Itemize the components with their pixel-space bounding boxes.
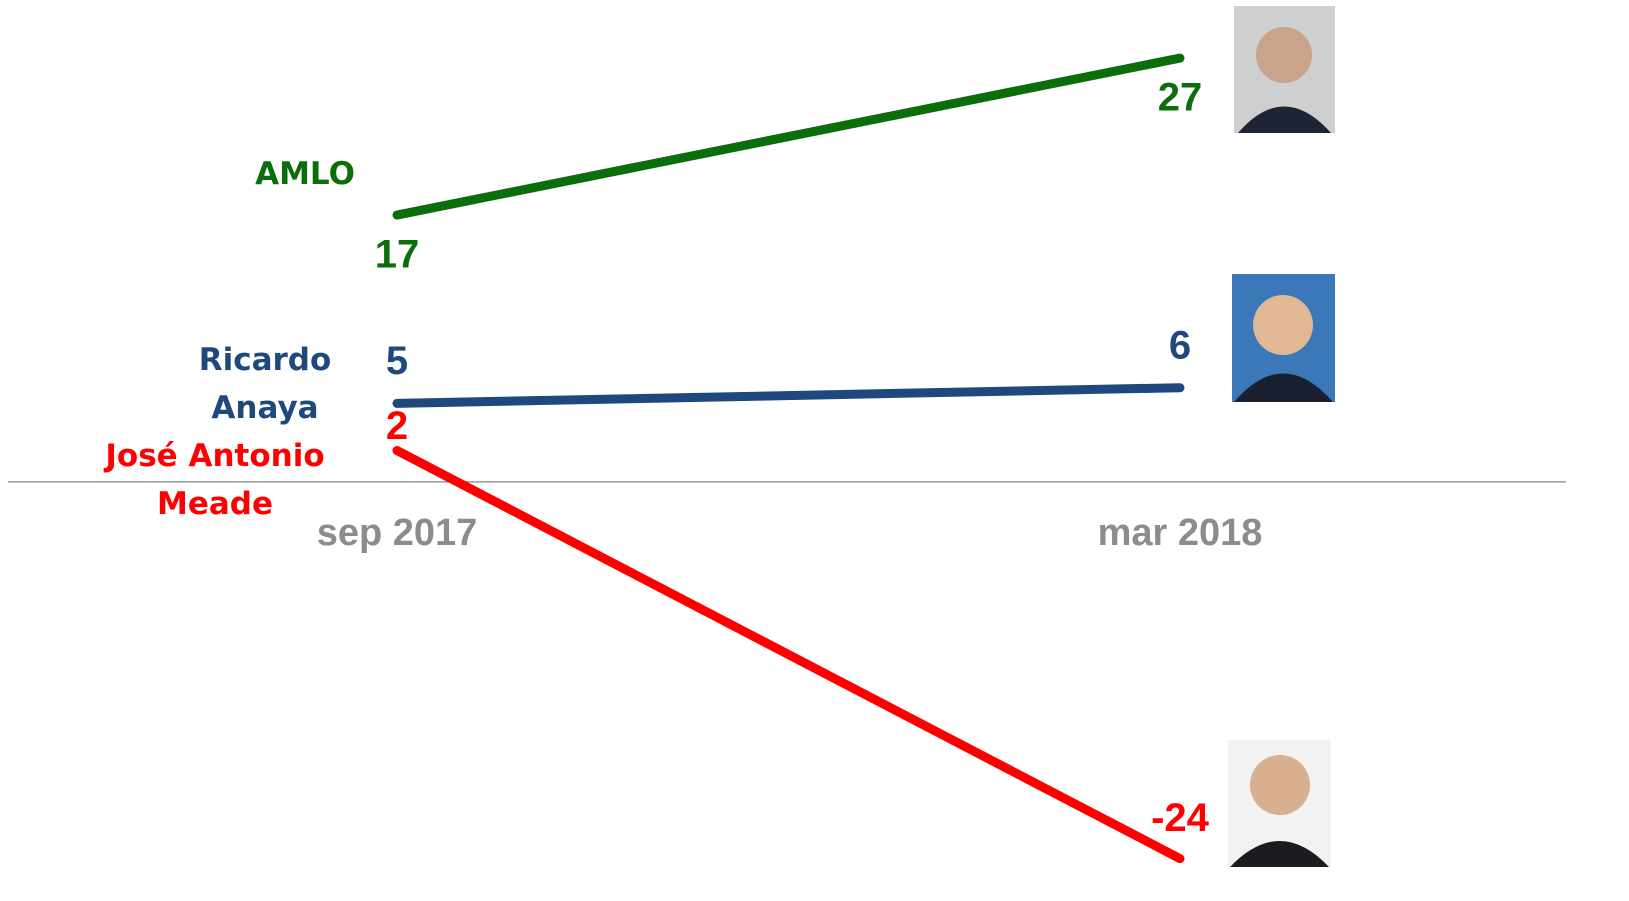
series-name: AMLO xyxy=(255,156,355,192)
data-label: 5 xyxy=(386,339,408,383)
data-label: 17 xyxy=(375,233,420,277)
series-line xyxy=(392,446,1185,864)
data-label: 6 xyxy=(1169,323,1191,367)
data-label: 2 xyxy=(386,404,408,448)
series-name: Ricardo Anaya xyxy=(198,342,332,426)
data-label: 27 xyxy=(1158,76,1203,120)
photo-meade xyxy=(1228,740,1331,867)
series-line xyxy=(392,383,1185,408)
series-name: José Antonio Meade xyxy=(105,438,325,522)
data-label: -24 xyxy=(1151,796,1210,840)
x-tick-label: sep 2017 xyxy=(317,512,478,554)
photo-anaya xyxy=(1232,274,1335,402)
photo-amlo xyxy=(1234,6,1335,133)
x-tick-label: mar 2018 xyxy=(1098,512,1263,554)
series-line xyxy=(392,53,1185,220)
